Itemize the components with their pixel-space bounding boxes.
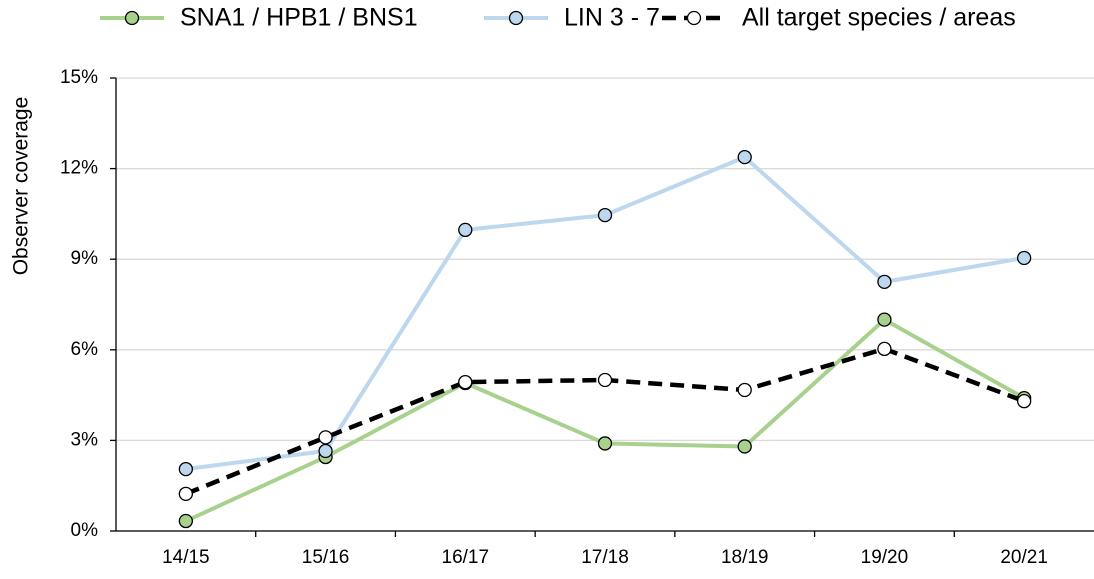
marker [877,341,892,357]
marker [318,430,333,445]
marker [318,443,333,459]
x-tick-label: 17/18 [581,547,629,568]
x-tick-label: 18/19 [721,547,769,568]
marker [597,372,613,388]
marker [597,207,613,223]
series-line [185,346,1025,496]
marker [458,374,473,390]
marker [178,513,194,529]
marker [1016,393,1032,409]
legend-label: SNA1 / HPB1 / BNS1 [180,4,418,32]
y-tick-label: 12% [60,158,98,179]
legend-label: All target species / areas [742,4,1016,32]
marker [178,486,194,502]
legend-marker [686,10,702,26]
legend-marker [124,10,140,26]
marker [1016,250,1032,266]
y-axis-label: Observer coverage [10,97,33,276]
y-tick-label: 15% [60,67,98,88]
marker [737,382,752,398]
marker [877,274,892,290]
x-tick-label: 20/21 [1000,547,1048,568]
x-tick-label: 14/15 [162,547,210,568]
marker [178,461,194,477]
marker [737,149,752,165]
x-tick-label: 16/17 [442,547,490,568]
series-line [185,155,1025,472]
x-tick-label: 15/16 [302,547,350,568]
x-tick-label: 19/20 [861,547,909,568]
legend-marker [508,10,524,26]
marker [597,436,613,451]
marker [737,439,752,454]
legend-label: LIN 3 - 7 [564,4,660,32]
y-tick-label: 0% [71,520,99,541]
marker [458,222,473,238]
y-tick-label: 3% [71,429,99,450]
marker [877,312,892,327]
y-tick-label: 6% [71,339,99,360]
y-tick-label: 9% [71,248,99,269]
